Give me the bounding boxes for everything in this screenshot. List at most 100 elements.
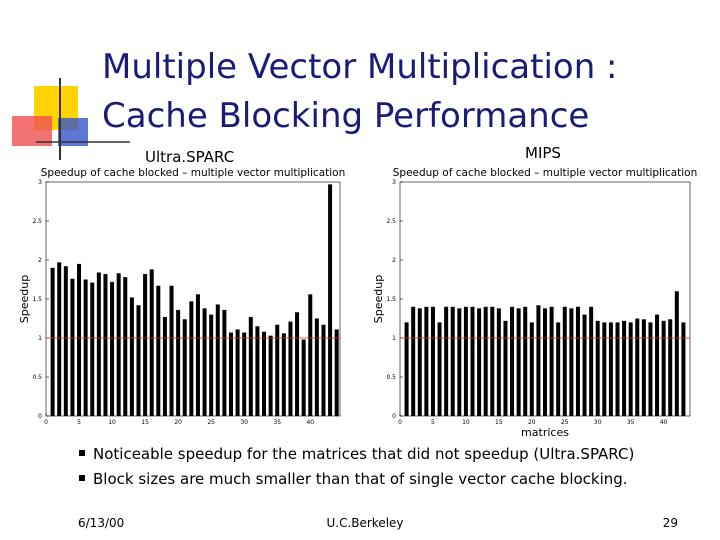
- bar: [57, 262, 62, 416]
- x-tick-label: 0: [398, 419, 402, 426]
- bar: [209, 314, 214, 416]
- bar: [215, 304, 220, 416]
- bar: [417, 308, 422, 416]
- bar: [589, 306, 594, 416]
- bar: [463, 306, 468, 416]
- bar: [549, 306, 554, 416]
- bar: [90, 282, 95, 416]
- slide-title: Multiple Vector Multiplication :: [102, 47, 618, 87]
- bar: [149, 269, 154, 416]
- bar: [308, 294, 313, 416]
- bar: [543, 308, 547, 416]
- bar: [182, 319, 187, 416]
- bar: [622, 320, 627, 416]
- bar: [483, 306, 488, 416]
- bar: [129, 297, 134, 416]
- bar: [608, 322, 613, 416]
- x-tick-label: 20: [174, 419, 182, 426]
- bar: [136, 305, 141, 416]
- x-axis-label: matrices: [521, 426, 569, 439]
- bar: [655, 314, 660, 416]
- bar: [582, 314, 587, 416]
- x-tick-label: 40: [660, 419, 668, 426]
- bar: [648, 322, 653, 416]
- y-tick-label: 0.5: [386, 374, 396, 381]
- x-tick-label: 25: [207, 419, 215, 426]
- bar: [295, 312, 300, 416]
- bar: [516, 308, 521, 416]
- bar: [96, 272, 101, 416]
- bar: [437, 322, 442, 416]
- y-tick-label: 0: [38, 413, 42, 420]
- y-tick-label: 0: [392, 413, 396, 420]
- bar: [83, 279, 88, 416]
- bar: [321, 324, 326, 416]
- bar: [189, 301, 194, 416]
- x-tick-label: 35: [627, 419, 635, 426]
- bar: [457, 308, 462, 416]
- y-tick-label: 2.5: [32, 218, 42, 225]
- x-tick-label: 5: [77, 419, 81, 426]
- bar: [301, 339, 306, 416]
- x-tick-label: 10: [108, 419, 116, 426]
- bar: [328, 184, 333, 416]
- bar: [123, 277, 128, 416]
- y-tick-label: 1.5: [32, 296, 42, 303]
- bar: [314, 318, 319, 416]
- bar: [255, 326, 260, 416]
- bar: [424, 306, 429, 416]
- bar: [529, 322, 534, 416]
- bar: [575, 306, 580, 416]
- bar: [477, 308, 482, 416]
- x-tick-label: 15: [141, 419, 149, 426]
- bar: [70, 278, 75, 416]
- bar: [156, 285, 161, 416]
- y-axis-label: Speedup: [372, 275, 385, 323]
- deco-red: [12, 116, 52, 146]
- y-tick-label: 3: [38, 179, 42, 186]
- bullet-marker: [79, 450, 85, 456]
- bullet-text: Noticeable speedup for the matrices that…: [93, 445, 634, 463]
- y-tick-label: 2.5: [386, 218, 396, 225]
- bar: [602, 322, 607, 416]
- bar: [334, 329, 339, 416]
- bar: [490, 306, 495, 416]
- bar: [235, 329, 240, 416]
- chart-title: Speedup of cache blocked – multiple vect…: [41, 167, 346, 179]
- bar: [444, 306, 449, 416]
- x-tick-label: 0: [44, 419, 48, 426]
- y-tick-label: 1.5: [386, 296, 396, 303]
- bar: [242, 332, 247, 416]
- bar: [668, 319, 673, 416]
- chart-heading: MIPS: [525, 144, 561, 162]
- bar: [523, 306, 528, 416]
- bar: [496, 308, 501, 416]
- chart-title: Speedup of cache blocked – multiple vect…: [393, 167, 698, 179]
- bar: [562, 306, 567, 416]
- x-tick-label: 30: [594, 419, 602, 426]
- x-tick-label: 35: [273, 419, 281, 426]
- bullet-marker: [79, 475, 85, 481]
- bar: [77, 263, 82, 416]
- bar: [470, 306, 475, 416]
- footer-center: U.C.Berkeley: [326, 516, 403, 530]
- y-axis-label: Speedup: [18, 275, 31, 323]
- bar: [404, 322, 409, 416]
- x-tick-label: 30: [240, 419, 248, 426]
- bar: [110, 281, 115, 416]
- bar: [63, 266, 68, 416]
- chart-heading: Ultra.SPARC: [145, 148, 234, 166]
- x-tick-label: 10: [462, 419, 470, 426]
- x-tick-label: 40: [306, 419, 314, 426]
- bar: [103, 274, 108, 416]
- bar: [411, 306, 416, 416]
- y-tick-label: 1: [38, 335, 42, 342]
- y-tick-label: 2: [392, 257, 396, 264]
- bar: [430, 306, 435, 416]
- bar: [248, 316, 253, 416]
- bar: [615, 322, 620, 416]
- bar: [169, 285, 174, 416]
- bar: [202, 308, 207, 416]
- bar: [162, 316, 167, 416]
